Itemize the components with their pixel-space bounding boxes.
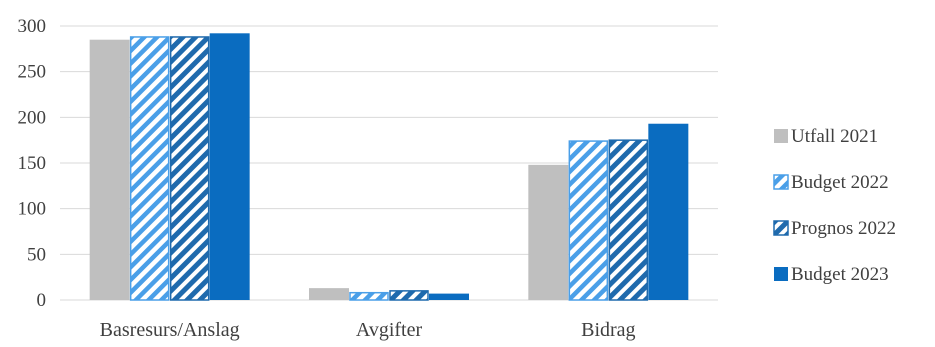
legend-label-budget-2022: Budget 2022 [791,172,889,193]
legend-swatch-budget-2022 [773,174,789,190]
y-tick-label-0: 0 [37,290,47,311]
x-category-label-avgifter: Avgifter [356,319,423,341]
y-tick-label-300: 300 [18,16,47,37]
bar-bidrag-utfall-2021 [528,164,569,300]
bar-basresurs-anslag-utfall-2021 [89,39,130,300]
y-tick-label-150: 150 [18,153,47,174]
bar-basresurs-anslag-budget-2023 [209,33,250,300]
bar-avgifter-budget-2023 [429,293,469,300]
legend-swatch-prognos-2022 [773,220,789,236]
bars [89,33,689,301]
grid [60,25,718,301]
legend-label-prognos-2022: Prognos 2022 [791,218,896,239]
bar-avgifter-budget-2022 [349,291,389,301]
legend-swatch-budget-2023 [774,267,788,281]
bar-basresurs-anslag-budget-2022 [129,36,170,301]
legend-label-budget-2023: Budget 2023 [791,264,889,285]
x-axis-labels: Basresurs/Anslag Avgifter Bidrag [100,319,636,341]
y-tick-label-200: 200 [18,107,47,128]
bar-bidrag-budget-2023 [648,123,689,300]
y-tick-label-50: 50 [27,244,46,265]
legend-label-utfall-2021: Utfall 2021 [791,126,878,147]
legend: Utfall 2021 Budget 2022 Prognos 2022 Budget… [773,126,896,285]
bar-avgifter-utfall-2021 [309,288,349,300]
bar-bidrag-prognos-2022 [608,139,649,301]
bar-basresurs-anslag-prognos-2022 [169,36,210,301]
x-category-label-basresurs-anslag: Basresurs/Anslag [100,319,240,341]
legend-swatch-utfall-2021 [774,129,788,143]
y-tick-label-100: 100 [18,199,47,220]
y-axis-ticks: 0 50 100 150 200 250 300 [18,16,47,311]
bar-bidrag-budget-2022 [568,140,609,301]
x-category-label-bidrag: Bidrag [581,319,635,341]
bar-avgifter-prognos-2022 [389,290,429,301]
y-tick-label-250: 250 [18,62,47,83]
